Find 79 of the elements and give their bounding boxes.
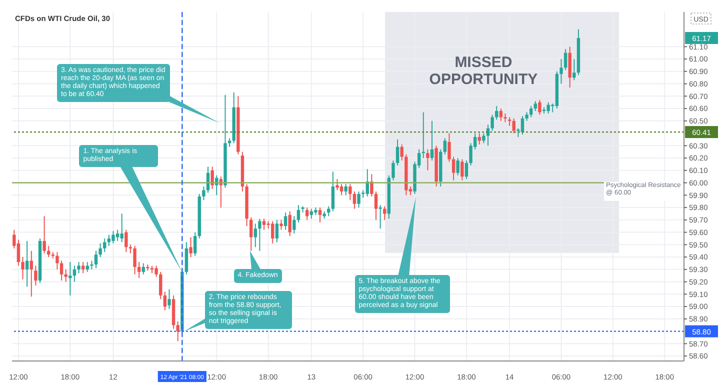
candlestick [68,261,72,296]
candlestick [120,213,124,243]
candlestick [452,156,456,181]
candlestick [21,256,24,280]
candlestick [520,115,524,136]
candlestick [112,230,115,244]
candlestick [378,204,382,230]
candlestick [258,218,262,252]
candlestick [292,216,296,234]
candlestick [103,238,106,253]
candlestick [202,186,206,201]
candlestick [546,102,550,114]
candlestick [94,250,98,269]
candlestick [154,265,158,278]
candlestick [400,144,404,162]
candlestick [42,216,46,254]
candlestick [249,216,253,252]
candlestick [168,288,171,310]
candlestick [189,236,192,258]
candlestick [482,132,486,144]
candlestick [572,58,576,81]
candlestick [98,242,102,258]
candlestick [86,261,89,272]
candlestick [357,190,360,208]
candlestick [34,265,38,286]
candlestick [133,245,136,275]
candlestick [512,118,516,134]
candlestick [72,265,76,282]
candlestick [318,207,322,223]
candlestick [352,190,356,210]
candlestick [275,219,279,243]
candlestick [340,184,344,196]
candlestick [443,138,447,155]
candlestick [210,166,214,190]
candlestick [124,229,128,253]
candlestick [430,120,434,162]
candlestick [534,100,537,112]
candlestick [296,204,300,223]
candlestick [193,232,197,256]
candlestick [448,132,451,162]
candlestick [499,108,503,122]
candlestick [560,58,563,84]
candlestick [464,160,468,180]
candlestick [370,174,374,197]
candlestick [254,223,257,248]
candlestick [262,218,266,230]
candlestick [426,148,430,171]
candlestick [64,268,68,282]
candlestick [564,48,568,71]
candlestick [495,106,498,120]
candlestick [460,158,464,181]
candlestick [456,158,460,176]
candlestick [163,291,167,311]
candlestick [396,138,400,166]
candlestick [374,190,378,220]
candlestick [280,219,283,230]
candlestick [538,99,542,116]
candlestick [60,260,64,282]
annotation: MISSED OPPORTUNITY [428,54,538,88]
candlestick [16,239,20,266]
candlestick [159,271,162,300]
candlestick [284,212,288,230]
candlestick [25,240,29,288]
candlestick [331,171,335,212]
candlestick [305,207,309,220]
candlestick [81,261,85,274]
candlestick [392,160,395,181]
candlestick [288,210,292,237]
candlestick [176,320,180,342]
candlestick [137,261,141,279]
candlestick [344,184,348,196]
candlestick [490,114,494,132]
candlestick [77,261,80,274]
candlestick [56,252,59,270]
candlestick [348,184,352,201]
candlestick [142,262,145,275]
candlestick [30,250,33,298]
candlestick [184,242,188,275]
candlestick [529,106,533,118]
